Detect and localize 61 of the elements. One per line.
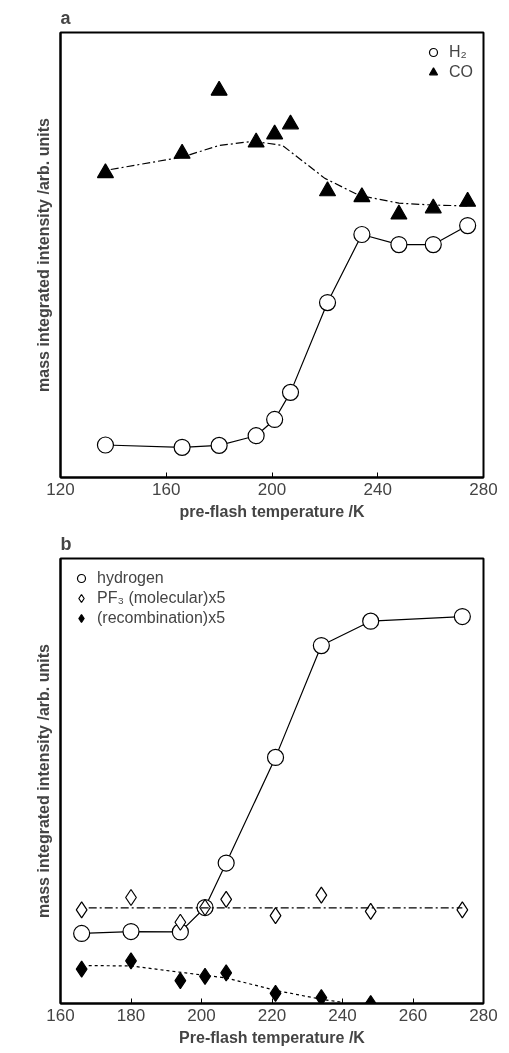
legend-label: CO bbox=[449, 63, 473, 81]
y-axis-title: mass integrated intensity /arb. units bbox=[34, 643, 52, 918]
point bbox=[318, 294, 337, 312]
point bbox=[173, 143, 191, 159]
point bbox=[315, 886, 328, 904]
point bbox=[174, 913, 187, 931]
chart-title: a bbox=[60, 7, 72, 28]
point bbox=[456, 901, 469, 919]
legend-label: (recombination)x5 bbox=[97, 609, 226, 627]
point bbox=[266, 748, 285, 766]
legend-label: PF₃ (molecular)x5 bbox=[97, 589, 226, 607]
point bbox=[459, 191, 477, 207]
x-tick-label: 240 bbox=[328, 1005, 357, 1025]
point bbox=[210, 80, 228, 96]
x-tick-label: 280 bbox=[469, 479, 498, 499]
legend-label: hydrogen bbox=[97, 569, 164, 587]
point bbox=[281, 383, 300, 401]
point bbox=[210, 436, 228, 454]
x-axis-title: pre-flash temperature /K bbox=[179, 502, 365, 520]
point bbox=[315, 989, 328, 1004]
point bbox=[96, 436, 115, 454]
point bbox=[318, 181, 337, 197]
x-tick-label: 200 bbox=[257, 479, 287, 499]
point bbox=[459, 217, 477, 235]
point bbox=[266, 124, 284, 140]
x-tick-label: 120 bbox=[46, 479, 75, 499]
point bbox=[453, 607, 471, 626]
point bbox=[390, 235, 408, 254]
y-axis-title: mass integrated intensity /arb. units bbox=[34, 117, 52, 392]
x-tick-label: 240 bbox=[363, 479, 392, 499]
point bbox=[122, 922, 140, 941]
point bbox=[364, 902, 377, 920]
point bbox=[353, 187, 371, 203]
point bbox=[217, 854, 235, 872]
point bbox=[281, 114, 300, 130]
point bbox=[75, 960, 88, 978]
legend-label: H₂ bbox=[449, 43, 468, 61]
point bbox=[269, 907, 282, 925]
point bbox=[220, 964, 233, 982]
point bbox=[390, 204, 408, 220]
point bbox=[173, 438, 191, 456]
point bbox=[424, 235, 442, 254]
point bbox=[247, 132, 265, 148]
x-axis-title: Pre-flash temperature /K bbox=[179, 1028, 366, 1046]
x-tick-label: 260 bbox=[398, 1005, 428, 1025]
x-tick-label: 280 bbox=[469, 1005, 498, 1025]
x-tick-label: 160 bbox=[152, 479, 181, 499]
point bbox=[312, 636, 330, 655]
x-tick-label: 220 bbox=[257, 1005, 287, 1025]
point bbox=[75, 901, 88, 919]
chart-title: b bbox=[60, 533, 72, 554]
point bbox=[362, 612, 380, 630]
point bbox=[353, 225, 371, 244]
x-tick-label: 160 bbox=[46, 1005, 75, 1025]
point bbox=[73, 924, 91, 943]
x-tick-label: 200 bbox=[187, 1005, 216, 1025]
x-tick-label: 180 bbox=[116, 1005, 146, 1025]
point bbox=[247, 427, 265, 445]
point bbox=[96, 163, 115, 179]
point bbox=[266, 410, 284, 429]
point bbox=[174, 972, 187, 990]
